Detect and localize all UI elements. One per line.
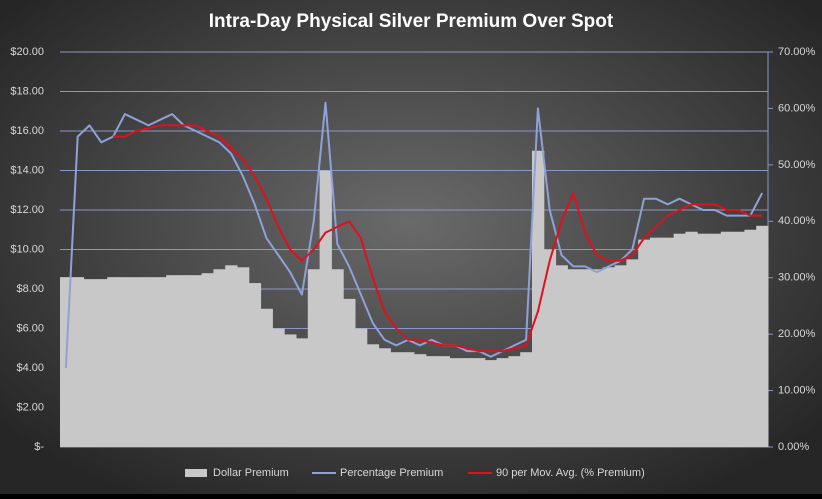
area-bar (390, 352, 403, 447)
area-bar (602, 267, 616, 447)
area-bar (732, 231, 745, 447)
area-bar (756, 225, 769, 447)
area-bar (296, 338, 309, 447)
area-bar (402, 352, 415, 447)
area-bar (284, 334, 297, 447)
area-bar (555, 265, 568, 447)
y2-tick-label: 40.00% (778, 215, 816, 227)
area-bar (343, 298, 356, 447)
area-bar (532, 150, 545, 447)
y-tick-label: $- (34, 441, 44, 453)
line (64, 101, 763, 369)
y-tick-label: $14.00 (10, 164, 44, 176)
area-bar (130, 277, 144, 447)
area-bar (272, 328, 285, 447)
area-bar (213, 269, 226, 447)
y-tick-label: $4.00 (16, 362, 44, 374)
area-bar (201, 273, 214, 447)
y2-tick-label: 50.00% (778, 159, 816, 171)
area-bar (189, 275, 203, 447)
legend-label: Percentage Premium (340, 467, 443, 479)
area-bar (614, 265, 627, 447)
area-bar (83, 279, 96, 447)
y-tick-label: $12.00 (10, 204, 44, 216)
area-bar (685, 231, 698, 447)
y-tick-label: $10.00 (10, 243, 44, 255)
area-bar (496, 358, 509, 447)
area-bar (508, 356, 521, 447)
area-bar (543, 249, 557, 447)
area-bar (473, 358, 486, 447)
area-bar (319, 170, 332, 447)
y-tick-label: $6.00 (16, 322, 44, 334)
area-bar (437, 356, 450, 447)
area-bar (591, 269, 604, 447)
area-bar (697, 233, 710, 447)
area-bar (142, 277, 155, 447)
y-tick-label: $8.00 (16, 283, 44, 295)
area-bar (414, 354, 427, 447)
area-bar (425, 356, 439, 447)
y2-tick-label: 30.00% (778, 272, 816, 284)
area-bar (95, 279, 108, 447)
legend-label: 90 per Mov. Avg. (% Premium) (496, 467, 645, 479)
area-bar (720, 231, 734, 447)
legend-swatch (185, 469, 207, 477)
legend-label: Dollar Premium (213, 467, 289, 479)
chart-title: Intra-Day Physical Silver Premium Over S… (209, 11, 614, 32)
area-bar (366, 344, 380, 447)
area-bar (248, 283, 262, 447)
y-tick-label: $20.00 (10, 46, 44, 58)
area-bar (237, 267, 250, 447)
area-bar (579, 269, 592, 447)
area-bar (225, 265, 238, 447)
y-tick-label: $18.00 (10, 85, 44, 97)
area-bar (567, 269, 580, 447)
area-bar (520, 352, 533, 447)
area-bar (484, 360, 498, 447)
line (113, 124, 763, 353)
y-tick-label: $16.00 (10, 125, 44, 137)
area-bar (260, 308, 273, 447)
area-bar (307, 269, 321, 447)
area-bar (378, 348, 391, 447)
area-bar (661, 237, 675, 447)
area-bar (119, 277, 132, 447)
area-bar (331, 269, 344, 447)
y2-tick-label: 70.00% (778, 46, 816, 58)
area-bar (638, 239, 651, 447)
area-bar (107, 277, 120, 447)
area-bar (355, 328, 368, 447)
y2-tick-label: 20.00% (778, 328, 816, 340)
area-bar (461, 358, 474, 447)
area-bar (154, 277, 167, 447)
area-bar (650, 237, 663, 447)
y2-tick-label: 10.00% (778, 384, 816, 396)
y-tick-label: $2.00 (16, 401, 44, 413)
y2-tick-label: 0.00% (778, 441, 809, 453)
area-bar (709, 233, 722, 447)
area-bar (166, 275, 179, 447)
area-bar (178, 275, 191, 447)
y2-tick-label: 60.00% (778, 102, 816, 114)
area-bar (673, 233, 686, 447)
area-bar (449, 358, 462, 447)
area-bar (626, 259, 639, 447)
area-bar (71, 277, 85, 447)
area-bar (744, 229, 757, 447)
